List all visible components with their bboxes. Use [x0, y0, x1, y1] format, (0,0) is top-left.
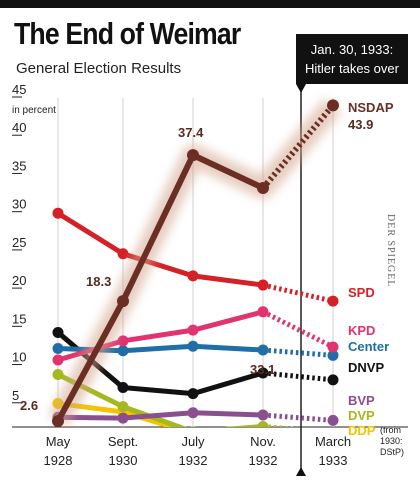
legend-label-nsdap: NSDAP — [348, 100, 394, 115]
chart-subtitle: General Election Results — [16, 60, 182, 77]
series-line — [55, 152, 266, 425]
data-point — [117, 345, 129, 357]
data-point — [257, 344, 269, 356]
series-line — [55, 210, 266, 288]
data-point — [52, 326, 64, 338]
data-point — [187, 149, 199, 162]
data-point — [52, 354, 64, 366]
data-point — [257, 409, 269, 421]
data-point — [52, 415, 64, 427]
y-tick-label: 40 — [12, 120, 26, 135]
y-tick-label: 45 — [12, 82, 26, 97]
x-axis-note: 1930: — [380, 436, 403, 446]
top-rule — [0, 0, 420, 8]
data-label-nsdap: 43.9 — [348, 117, 373, 132]
legend-label-spd: SPD — [348, 285, 375, 300]
series-dvp — [52, 368, 298, 427]
data-point — [190, 426, 196, 427]
data-point — [117, 401, 129, 413]
series-projection — [261, 309, 335, 350]
series-nsdap — [48, 98, 342, 427]
data-point — [257, 279, 269, 291]
data-point — [257, 181, 269, 194]
data-point — [187, 407, 199, 419]
publisher-watermark: DER SPIEGEL — [385, 214, 396, 288]
data-point — [257, 420, 269, 427]
y-tick-label: 25 — [12, 235, 26, 250]
data-point — [117, 412, 129, 424]
series-projection — [262, 347, 334, 358]
y-tick-label: 30 — [12, 197, 26, 212]
x-tick-label: Nov. — [250, 434, 276, 449]
data-point — [117, 295, 129, 308]
data-point — [187, 270, 199, 282]
data-point — [52, 207, 64, 219]
data-point — [327, 349, 339, 361]
legend-label-dvp: DVP — [348, 408, 375, 423]
y-axis-unit: in percent — [12, 105, 56, 116]
series-projection — [260, 103, 336, 190]
legend-label-dnvp: DNVP — [348, 360, 384, 375]
y-tick-label: 5 — [12, 388, 19, 403]
data-point — [187, 324, 199, 336]
callout-date: Jan. 30, 1933: — [310, 42, 394, 57]
series-projection — [262, 412, 334, 423]
x-tick-label: 1932 — [249, 453, 278, 468]
series-projection — [262, 370, 334, 383]
data-point — [327, 374, 339, 386]
data-point — [327, 341, 339, 353]
series-spd — [52, 207, 339, 307]
data-label-nsdap: 2.6 — [20, 398, 38, 413]
data-point — [327, 414, 339, 426]
x-tick-label: 1932 — [179, 453, 208, 468]
series-line — [55, 371, 266, 427]
event-marker-top — [296, 84, 306, 93]
x-tick-label: 1928 — [44, 453, 73, 468]
data-label-nsdap: 33.1 — [250, 362, 275, 377]
legend-label-ddp: DDP — [348, 423, 376, 438]
data-point — [52, 343, 64, 355]
data-label-nsdap: 18.3 — [86, 274, 111, 289]
x-tick-label: March — [315, 434, 351, 449]
y-tick-label: 10 — [12, 350, 26, 365]
legend-label-center: Center — [348, 339, 389, 354]
series-line — [55, 401, 181, 427]
series-line — [55, 410, 266, 421]
x-tick-label: 1930 — [109, 453, 138, 468]
legend-label-kpd: KPD — [348, 323, 375, 338]
data-point — [187, 340, 199, 352]
data-point — [117, 381, 129, 393]
x-tick-label: Sept. — [108, 434, 138, 449]
data-point — [257, 367, 269, 379]
annotation-callout: Jan. 30, 1933: Hitler takes over — [296, 34, 408, 84]
x-tick-label: July — [181, 434, 205, 449]
y-tick-label: 35 — [12, 158, 26, 173]
data-point — [257, 306, 269, 318]
y-tick-label: 20 — [12, 273, 26, 288]
series-projection — [262, 282, 334, 304]
data-point — [327, 295, 339, 307]
x-axis-note: (from — [380, 425, 401, 435]
data-point — [117, 335, 129, 347]
data-point — [117, 248, 129, 260]
data-point — [327, 99, 339, 112]
data-point — [187, 388, 199, 400]
event-marker-bottom — [296, 467, 306, 476]
callout-text: Hitler takes over — [305, 61, 399, 76]
x-axis-note: DStP) — [380, 447, 404, 457]
x-tick-label: 1933 — [319, 453, 348, 468]
y-tick-label: 15 — [12, 311, 26, 326]
data-label-nsdap: 37.4 — [178, 125, 204, 140]
legend-label-bvp: BVP — [348, 393, 375, 408]
x-tick-label: May — [46, 434, 71, 449]
data-point — [52, 368, 64, 380]
chart-title: The End of Weimar — [14, 16, 241, 51]
